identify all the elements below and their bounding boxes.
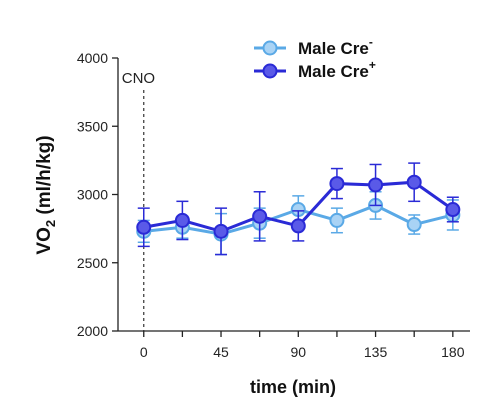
- x-tick-label: 90: [291, 344, 307, 360]
- data-point: [329, 212, 345, 228]
- x-axis-title: time (min): [250, 377, 336, 397]
- y-tick-label: 4000: [77, 50, 108, 66]
- data-point: [368, 177, 384, 193]
- y-tick-label: 2000: [77, 323, 108, 339]
- x-tick-label: 135: [364, 344, 388, 360]
- data-point: [445, 202, 461, 218]
- data-point: [174, 212, 190, 228]
- x-tick-label: 0: [140, 344, 148, 360]
- legend: Male Cre-Male Cre+: [254, 35, 376, 81]
- svg-text:VO2 (ml/h/kg): VO2 (ml/h/kg): [34, 135, 58, 254]
- data-point: [290, 218, 306, 234]
- y-axis-title: VO2 (ml/h/kg): [34, 135, 58, 254]
- x-tick-label: 180: [441, 344, 465, 360]
- y-axis-title-sub: 2: [43, 220, 58, 227]
- series-2: [136, 162, 461, 256]
- y-axis-title-main: VO: [34, 227, 55, 254]
- y-tick-label: 2500: [77, 255, 108, 271]
- series-layer: [136, 162, 461, 256]
- axes: 2000 2500 3000 3500 4000 0 45 90 135 180: [77, 50, 470, 360]
- data-point: [329, 176, 345, 192]
- legend-marker: [262, 40, 278, 56]
- cno-annotation: CNO: [122, 70, 155, 331]
- y-tick-label: 3000: [77, 187, 108, 203]
- data-point: [406, 174, 422, 190]
- legend-marker: [262, 63, 278, 79]
- cno-label: CNO: [122, 70, 155, 87]
- legend-label: Male Cre-: [298, 35, 373, 58]
- legend-label-base: Male Cre: [298, 62, 369, 81]
- y-axis-title-rest: (ml/h/kg): [34, 135, 55, 219]
- x-tick-label: 45: [213, 344, 229, 360]
- legend-label-sup: -: [369, 35, 373, 49]
- data-point: [252, 208, 268, 224]
- data-point: [213, 223, 229, 239]
- data-point: [406, 217, 422, 233]
- legend-label: Male Cre+: [298, 58, 376, 81]
- legend-label-base: Male Cre: [298, 39, 369, 58]
- data-point: [136, 219, 152, 235]
- y-tick-label: 3500: [77, 118, 108, 134]
- legend-label-sup: +: [369, 58, 376, 72]
